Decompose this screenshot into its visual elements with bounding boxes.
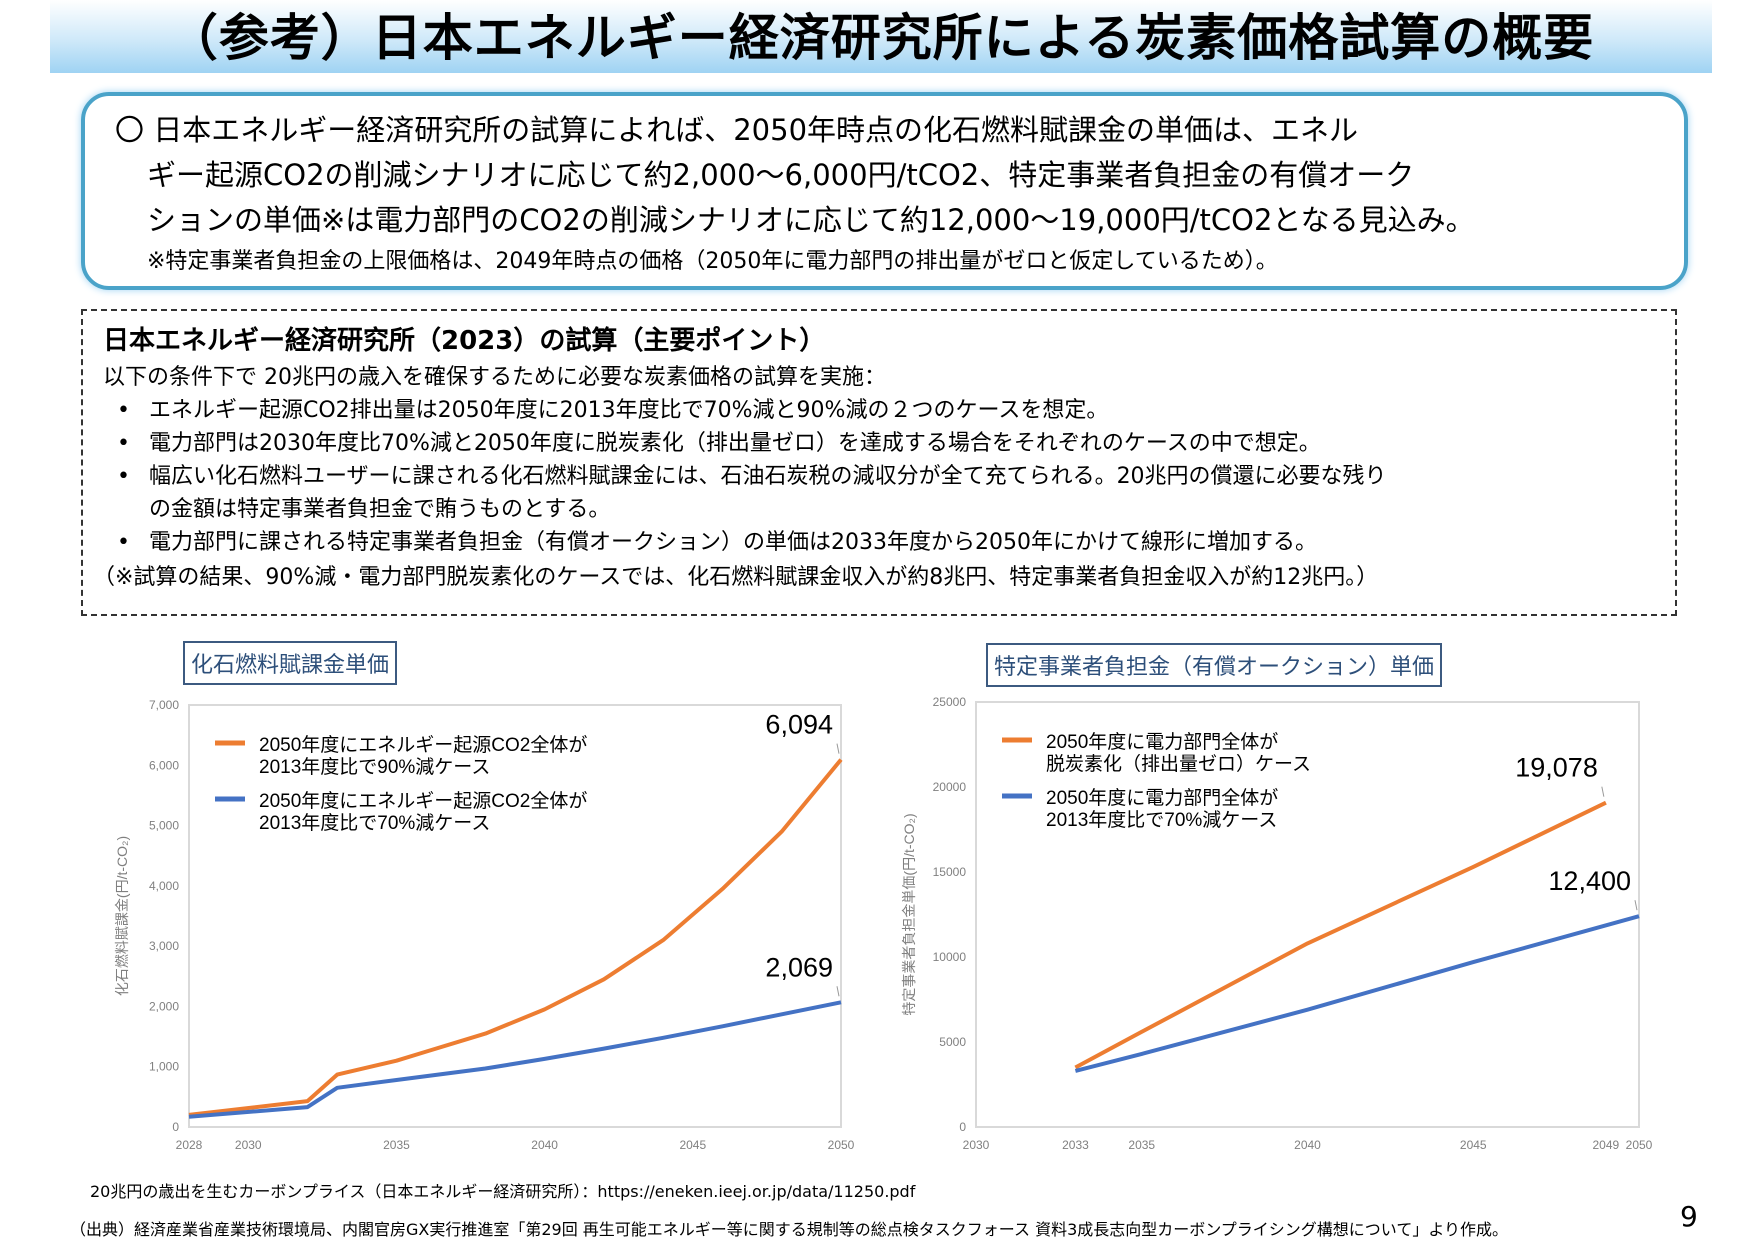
x-tick-label: 2050 xyxy=(828,1138,855,1152)
x-tick-label: 2030 xyxy=(235,1138,262,1152)
y-tick-label: 3,000 xyxy=(149,939,179,953)
x-tick-label: 2033 xyxy=(1062,1138,1089,1152)
key-points-box: 日本エネルギー経済研究所（2023）の試算（主要ポイント） 以下の条件下で 20… xyxy=(81,309,1677,616)
leader-line xyxy=(1601,786,1605,797)
x-tick-label: 2049 xyxy=(1592,1138,1619,1152)
y-tick-label: 25000 xyxy=(933,695,967,709)
source-reference: 20兆円の歳出を生むカーボンプライス（日本エネルギー経済研究所）：https:/… xyxy=(90,1182,916,1201)
chart2-title: 特定事業者負担金（有償オークション）単価 xyxy=(986,643,1443,687)
key-points-heading: 日本エネルギー経済研究所（2023）の試算（主要ポイント） xyxy=(103,326,826,356)
plot-area xyxy=(188,704,842,1128)
legend-label: 2013年度比で90%減ケース xyxy=(259,756,490,778)
item-text: 電力部門は2030年度比70%減と2050年度に脱炭素化（排出量ゼロ）を達成する… xyxy=(149,431,1321,456)
x-tick-label: 2035 xyxy=(383,1138,410,1152)
key-points-footnote: （※試算の結果、90%減・電力部門脱炭素化のケースでは、化石燃料賦課金収入が約8… xyxy=(93,565,1379,590)
x-tick-label: 2040 xyxy=(1294,1138,1321,1152)
y-tick-label: 1,000 xyxy=(149,1060,179,1074)
item-text: 幅広い化石燃料ユーザーに課される化石燃料賦課金には、石油石炭税の減収分が全て充て… xyxy=(149,464,1387,522)
y-tick-label: 15000 xyxy=(933,865,967,879)
bullet: • xyxy=(117,431,130,456)
list-item: • 電力部門は2030年度比70%減と2050年度に脱炭素化（排出量ゼロ）を達成す… xyxy=(103,427,1675,460)
y-tick-label: 2,000 xyxy=(149,999,179,1013)
y-tick-label: 5000 xyxy=(939,1035,966,1049)
item-text: エネルギー起源CO2排出量は2050年度に2013年度比で70%減と90%減の２… xyxy=(149,398,1109,423)
series-line-orange xyxy=(188,758,843,1117)
chart2-specified-operator-charge: 0 5000 10000 15000 20000 25000 2030 2033 2035 204… xyxy=(901,695,1653,1152)
key-points-intro: 以下の条件下で 20兆円の歳入を確保するために必要な炭素価格の試算を実施： xyxy=(103,365,886,390)
legend-label: 2050年度にエネルギー起源CO2全体が xyxy=(259,790,587,812)
series-line-orange xyxy=(1074,800,1607,1070)
summary-line: 〇 日本エネルギー経済研究所の試算によれば、2050年時点の化石燃料賦課金の単価… xyxy=(115,113,1359,147)
page-number: 9 xyxy=(1680,1200,1698,1233)
list-item: • エネルギー起源CO2排出量は2050年度に2013年度比で70%減と90%減の… xyxy=(103,394,1675,427)
y-tick-label: 10000 xyxy=(933,950,967,964)
legend-label: 2050年度にエネルギー起源CO2全体が xyxy=(259,734,587,756)
item-text: 電力部門に課される特定事業者負担金（有償オークション）の単価は2033年度から2… xyxy=(149,530,1317,555)
chart1-title: 化石燃料賦課金単価 xyxy=(183,641,398,685)
leader-line xyxy=(1634,900,1638,911)
summary-note: ※特定事業者負担金の上限価格は、2049年時点の価格（2050年に電力部門の排出… xyxy=(147,249,1278,274)
x-tick-label: 2045 xyxy=(679,1138,706,1152)
x-tick-label: 2028 xyxy=(176,1138,203,1152)
series-line-blue xyxy=(188,1000,842,1119)
source-citation: （出典）経済産業省産業技術環境局、内閣官房GX実行推進室「第29回 再生可能エネ… xyxy=(70,1220,1508,1239)
y-tick-label: 4,000 xyxy=(149,879,179,893)
data-label: 2,069 xyxy=(765,952,833,982)
x-tick-label: 2040 xyxy=(531,1138,558,1152)
list-item: • 電力部門に課される特定事業者負担金（有償オークション）の単価は2033年度から… xyxy=(103,526,1675,559)
x-tick-label: 2050 xyxy=(1626,1138,1653,1152)
y-tick-label: 20000 xyxy=(933,780,967,794)
y-tick-label: 7,000 xyxy=(149,698,179,712)
legend-label: 2050年度に電力部門全体が xyxy=(1046,787,1278,809)
y-tick-label: 0 xyxy=(959,1120,966,1134)
legend-label: 2013年度比で70%減ケース xyxy=(259,812,490,834)
y-tick-label: 0 xyxy=(172,1120,179,1134)
page-title: （参考）日本エネルギー経済研究所による炭素価格試算の概要 xyxy=(50,0,1712,73)
series-line-blue xyxy=(1074,914,1640,1073)
bullet: • xyxy=(117,530,130,555)
chart1-fossil-fuel-levy: 0 1,000 2,000 3,000 4,000 5,000 6,000 7,000 2028… xyxy=(114,698,855,1152)
x-tick-label: 2045 xyxy=(1460,1138,1487,1152)
leader-line xyxy=(836,986,840,997)
list-item: • 幅広い化石燃料ユーザーに課される化石燃料賦課金には、石油石炭税の減収分が全て充… xyxy=(103,460,1675,526)
y-axis-label: 化石燃料賦課金(円/t-CO₂) xyxy=(114,836,130,996)
summary-box: 〇 日本エネルギー経済研究所の試算によれば、2050年時点の化石燃料賦課金の単価… xyxy=(81,92,1688,290)
legend-label: 2013年度比で70%減ケース xyxy=(1046,809,1277,831)
data-label: 12,400 xyxy=(1548,866,1631,896)
x-tick-label: 2035 xyxy=(1128,1138,1155,1152)
summary-line: ションの単価※は電力部門のCO2の削減シナリオに応じて約12,000～19,00… xyxy=(147,203,1475,237)
bullet: • xyxy=(117,464,130,489)
plot-area xyxy=(975,701,1640,1128)
bullet: • xyxy=(117,398,130,423)
y-tick-label: 5,000 xyxy=(149,819,179,833)
key-points-list: • エネルギー起源CO2排出量は2050年度に2013年度比で70%減と90%減の… xyxy=(103,394,1675,559)
legend-label: 脱炭素化（排出量ゼロ）ケース xyxy=(1046,753,1311,775)
leader-line xyxy=(836,743,840,754)
y-tick-label: 6,000 xyxy=(149,758,179,772)
data-label: 6,094 xyxy=(765,710,833,740)
y-axis-label: 特定事業者負担金単価(円/t-CO₂) xyxy=(901,813,917,1015)
x-tick-label: 2030 xyxy=(963,1138,990,1152)
data-label: 19,078 xyxy=(1515,753,1598,783)
summary-line: ギー起源CO2の削減シナリオに応じて約2,000～6,000円/tCO2、特定事… xyxy=(147,158,1415,192)
legend-label: 2050年度に電力部門全体が xyxy=(1046,731,1278,753)
